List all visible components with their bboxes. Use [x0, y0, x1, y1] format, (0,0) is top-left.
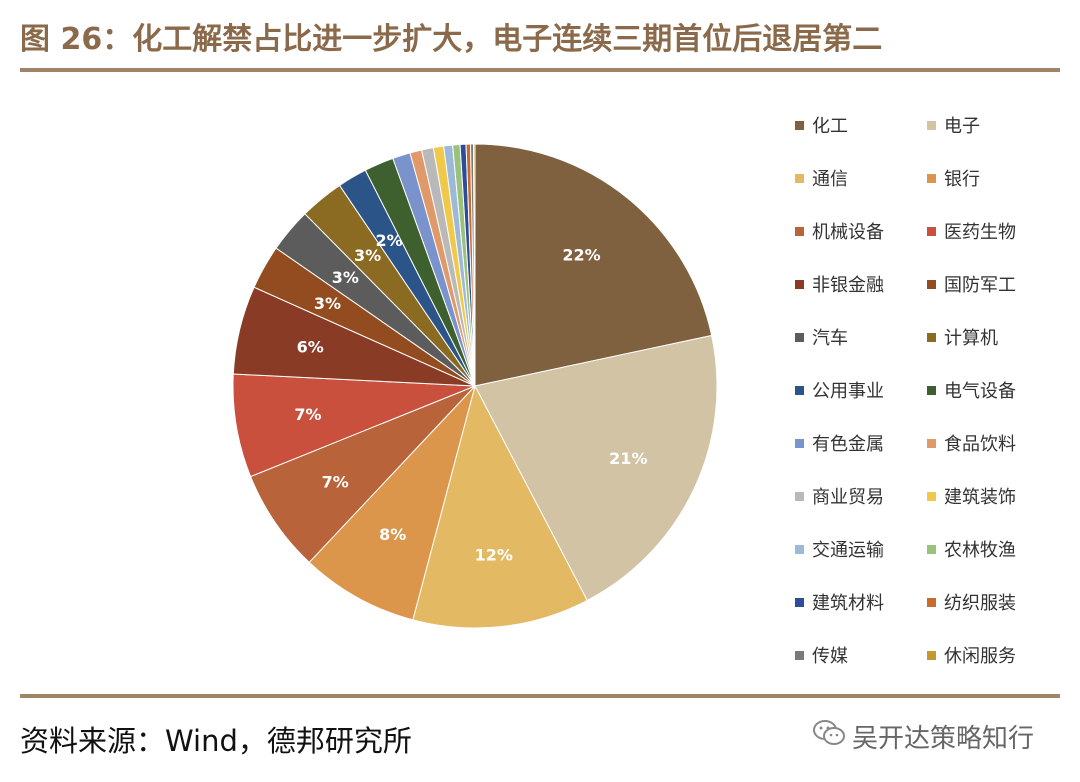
footer-divider — [20, 694, 1060, 698]
legend-label: 有色金属 — [812, 434, 884, 455]
legend-label: 建筑装饰 — [944, 487, 1016, 508]
legend-swatch — [795, 332, 804, 342]
legend-swatch — [795, 650, 804, 660]
legend-swatch — [795, 226, 804, 236]
legend-label: 计算机 — [944, 328, 998, 349]
legend-swatch — [795, 173, 804, 183]
slice-label-8: 3% — [314, 294, 341, 313]
legend-label: 公用事业 — [812, 381, 884, 402]
slice-label-11: 2% — [376, 231, 403, 250]
watermark: 吴开达策略知行 — [812, 718, 1034, 755]
legend-label: 传媒 — [812, 646, 848, 667]
legend-label: 电气设备 — [944, 381, 1016, 402]
legend-label: 休闲服务 — [944, 646, 1016, 667]
legend-swatch — [927, 491, 936, 501]
legend-label: 银行 — [944, 169, 980, 190]
legend-item-5: 机械设备 — [795, 218, 927, 244]
legend-item-8: 国防军工 — [927, 271, 1059, 297]
legend-swatch — [927, 438, 936, 448]
legend-item-7: 非银金融 — [795, 271, 927, 297]
slice-label-1: 22% — [562, 245, 600, 264]
wechat-icon — [812, 719, 846, 754]
legend-item-2: 电子 — [927, 112, 1059, 138]
pie-slice-1 — [474, 143, 713, 387]
legend-label: 交通运输 — [812, 540, 884, 561]
legend-swatch — [795, 385, 804, 395]
legend-item-11: 公用事业 — [795, 377, 927, 403]
legend-item-10: 计算机 — [927, 324, 1059, 350]
watermark-text: 吴开达策略知行 — [852, 724, 1035, 754]
legend-label: 农林牧渔 — [944, 540, 1016, 561]
legend-item-3: 通信 — [795, 165, 927, 191]
legend-item-12: 电气设备 — [927, 377, 1059, 403]
pie-slice-4 — [308, 385, 476, 621]
legend-item-1: 化工 — [795, 112, 927, 138]
pie-chart: 22%21%12%8%7%7%6%3%3%3%2% — [232, 143, 718, 629]
legend-label: 非银金融 — [812, 275, 884, 296]
slice-label-7: 6% — [297, 338, 324, 357]
legend-swatch — [927, 544, 936, 554]
legend-item-9: 汽车 — [795, 324, 927, 350]
legend-label: 国防军工 — [944, 275, 1016, 296]
legend-swatch — [927, 173, 936, 183]
legend-swatch — [795, 438, 804, 448]
legend-label: 纺织服装 — [944, 593, 1016, 614]
legend-label: 化工 — [812, 116, 848, 137]
chart-legend: 化工 电子通信 银行机械设备 医药生物非银金融 国防军工汽车 计算机公用事业 电气设备有色金… — [795, 112, 1075, 695]
slice-label-5: 7% — [322, 473, 349, 492]
legend-item-6: 医药生物 — [927, 218, 1059, 244]
pie-slice-2 — [474, 334, 718, 602]
legend-label: 通信 — [812, 169, 848, 190]
legend-item-15: 商业贸易 — [795, 483, 927, 509]
legend-item-16: 建筑装饰 — [927, 483, 1059, 509]
legend-swatch — [795, 279, 804, 289]
slice-label-3: 12% — [475, 545, 513, 564]
pie-slice-6 — [232, 373, 476, 478]
legend-swatch — [795, 544, 804, 554]
slice-label-4: 8% — [379, 525, 406, 544]
page-title: 图 26：化工解禁占比进一步扩大，电子连续三期首位后退居第二 — [20, 22, 883, 57]
title-divider — [20, 68, 1060, 72]
legend-item-20: 纺织服装 — [927, 589, 1059, 615]
legend-item-13: 有色金属 — [795, 430, 927, 456]
legend-label: 电子 — [944, 116, 980, 137]
legend-swatch — [927, 226, 936, 236]
legend-label: 商业贸易 — [812, 487, 884, 508]
pie-slice-22 — [472, 143, 476, 387]
legend-label: 建筑材料 — [812, 593, 884, 614]
legend-swatch — [927, 385, 936, 395]
legend-swatch — [927, 597, 936, 607]
legend-label: 机械设备 — [812, 222, 884, 243]
legend-item-14: 食品饮料 — [927, 430, 1059, 456]
pie-slice-5 — [249, 385, 476, 564]
legend-label: 医药生物 — [944, 222, 1016, 243]
legend-swatch — [795, 491, 804, 501]
legend-swatch — [927, 279, 936, 289]
slice-label-10: 3% — [354, 246, 381, 265]
slice-label-9: 3% — [332, 268, 359, 287]
legend-swatch — [795, 120, 804, 130]
legend-swatch — [795, 597, 804, 607]
legend-label: 汽车 — [812, 328, 848, 349]
slice-label-6: 7% — [294, 405, 321, 424]
pie-slice-3 — [412, 384, 588, 629]
legend-label: 食品饮料 — [944, 434, 1016, 455]
legend-swatch — [927, 120, 936, 130]
legend-item-22: 休闲服务 — [927, 642, 1059, 668]
legend-item-4: 银行 — [927, 165, 1059, 191]
slice-label-2: 21% — [609, 449, 647, 468]
legend-item-19: 建筑材料 — [795, 589, 927, 615]
legend-swatch — [927, 332, 936, 342]
legend-swatch — [927, 650, 936, 660]
legend-item-18: 农林牧渔 — [927, 536, 1059, 562]
legend-item-21: 传媒 — [795, 642, 927, 668]
source-note: 资料来源：Wind，德邦研究所 — [20, 724, 412, 758]
legend-item-17: 交通运输 — [795, 536, 927, 562]
